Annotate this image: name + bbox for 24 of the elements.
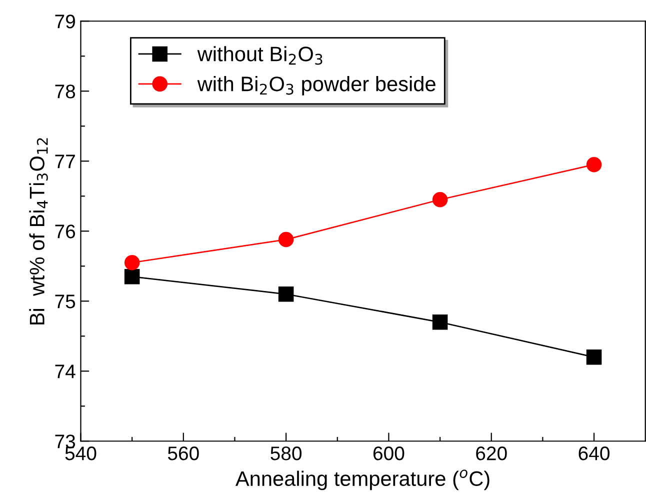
point [432, 314, 448, 330]
x-tick-label: 580 [270, 446, 302, 460]
point [278, 286, 294, 302]
x-tick-label: 560 [168, 446, 199, 460]
x-tick-label: 600 [373, 446, 404, 460]
legend-label: without Bi$_{2}$O$_{3}$ [197, 46, 322, 65]
point [278, 232, 294, 248]
point [124, 254, 140, 270]
point [586, 156, 602, 172]
x-tick-label: 620 [476, 446, 507, 460]
y-axis-title: Bi wt% of Bi$_{4}$Ti$_{3}$O$_{12}$ [29, 138, 48, 324]
x-tick-label: 640 [578, 446, 610, 460]
point [124, 268, 140, 284]
y-tick-label: 74 [55, 364, 76, 378]
legend-label: with Bi$_{2}$O$_{3}$ powder beside [197, 76, 436, 96]
x-tick-label: 540 [65, 446, 96, 460]
point [586, 349, 602, 365]
y-tick-label: 76 [55, 224, 76, 238]
y-tick-label: 79 [55, 14, 75, 28]
y-tick-label: 77 [55, 154, 75, 168]
y-tick-label: 75 [55, 294, 76, 308]
x-axis-title: Annealing temperature ($^{o}$C) [235, 470, 490, 490]
point [432, 192, 448, 208]
y-tick-label: 78 [55, 84, 76, 98]
